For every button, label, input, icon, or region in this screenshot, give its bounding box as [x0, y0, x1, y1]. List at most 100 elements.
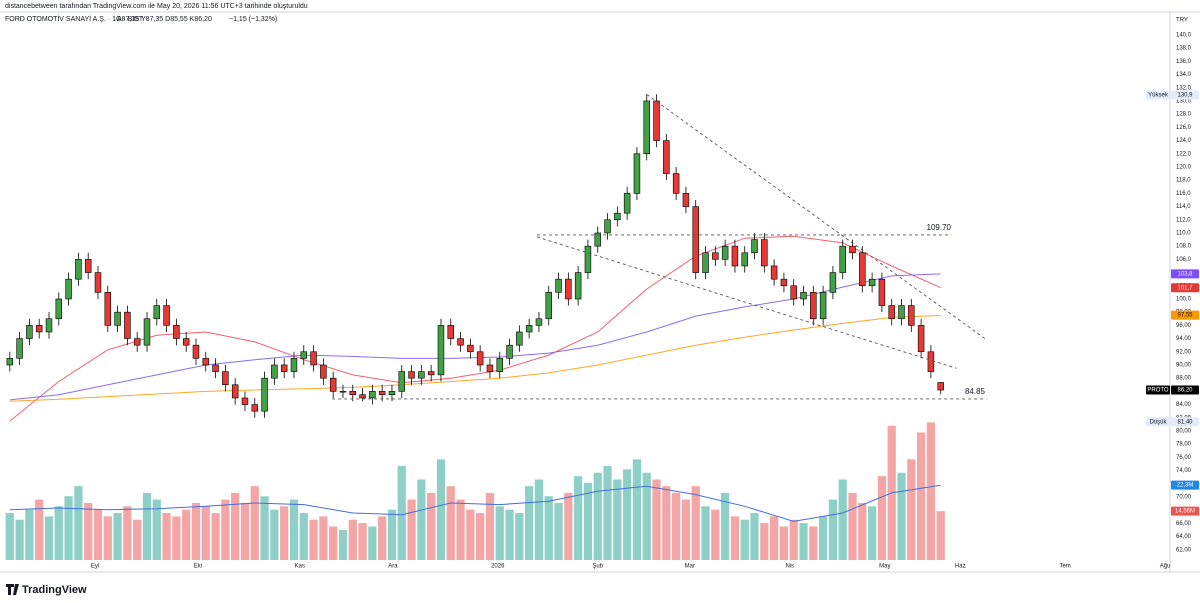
volume-bar — [574, 476, 583, 560]
badge-tag-bg — [1146, 385, 1170, 395]
candle-body — [163, 305, 170, 326]
volume-bar — [485, 492, 495, 560]
candle-body — [359, 394, 366, 399]
candle-body — [437, 325, 445, 376]
badge-tag-bg — [1146, 417, 1170, 427]
symbol: FORD OTOMOTİV SANAYİ A.Ş. · 1G · BIST — [5, 14, 144, 23]
volume-bar — [554, 502, 563, 560]
price-badge-label: 103,8 — [1177, 271, 1193, 277]
candle-body — [614, 212, 621, 221]
candle-body — [241, 397, 249, 405]
volume-bar — [809, 526, 818, 560]
badge-tag: Düşük — [1149, 419, 1167, 425]
candle-body — [271, 364, 278, 379]
candle-body — [290, 358, 298, 372]
candle-body — [810, 292, 817, 320]
y-tick-label: 116,0 — [1176, 191, 1191, 197]
volume-bar — [289, 499, 299, 560]
volume-bar — [201, 506, 210, 560]
x-tick-label: Eki — [194, 564, 202, 570]
y-tick-label: 78,00 — [1176, 442, 1192, 448]
candle-body — [633, 153, 641, 194]
candle-body — [496, 358, 503, 372]
volume-bar — [544, 496, 553, 560]
annotation: 109.70 — [927, 223, 952, 232]
volume-bar — [270, 509, 279, 560]
candle-body — [65, 278, 72, 300]
volume-bar — [926, 422, 936, 560]
candle-body — [251, 404, 259, 412]
volume-bar — [632, 459, 642, 560]
volume-bar — [387, 509, 397, 560]
volume-bar — [642, 472, 651, 560]
volume-bar — [515, 513, 524, 560]
candle-body — [574, 272, 582, 300]
candle-body — [643, 100, 650, 155]
candle-body — [663, 140, 670, 174]
y-tick-label: 130,0 — [1176, 99, 1192, 105]
candle-body — [770, 265, 778, 280]
candle-body — [6, 358, 14, 366]
volume-bar — [368, 526, 377, 560]
volume-bar — [221, 499, 230, 560]
candle-body — [124, 311, 131, 339]
candle-body — [819, 292, 827, 320]
price-badge-label: 22,3M — [1177, 483, 1194, 489]
candle-body — [369, 391, 376, 399]
volume-bar — [280, 506, 289, 560]
candle-body — [545, 292, 552, 320]
y-tick-label: 114,0 — [1176, 204, 1191, 210]
candle-body — [388, 391, 396, 395]
candle-body — [506, 344, 513, 359]
candle-body — [280, 364, 288, 372]
volume-bar — [770, 516, 779, 560]
price-badge-label: 101,7 — [1177, 285, 1193, 291]
volume-bar — [740, 519, 749, 560]
volume-bar — [93, 509, 103, 560]
x-tick-label: Ara — [388, 564, 398, 570]
candle-body — [261, 377, 268, 412]
volume-bar — [525, 486, 534, 560]
volume-bar — [54, 506, 63, 560]
volume-bar — [456, 499, 465, 560]
y-tick-label: 132,0 — [1176, 85, 1192, 91]
moving-average — [9, 484, 941, 522]
candle-body — [408, 371, 415, 379]
volume-bar — [916, 432, 926, 560]
volume-bar — [142, 492, 152, 560]
volume-bar — [231, 492, 240, 560]
volume-bar — [907, 459, 916, 560]
candle-body — [878, 278, 886, 306]
volume-bar — [299, 513, 308, 560]
volume-bar — [858, 502, 867, 560]
volume-bar — [74, 486, 83, 560]
volume-bar — [466, 509, 475, 560]
candle-body — [565, 278, 572, 300]
y-tick-label: 128,0 — [1176, 112, 1192, 118]
candle-body — [173, 325, 180, 339]
credit: distancebetween tarafından TradingView.c… — [5, 3, 308, 10]
volume-bar — [564, 492, 573, 560]
moving-average — [9, 273, 941, 401]
volume-bar — [172, 516, 181, 560]
y-tick-label: 108,0 — [1176, 244, 1192, 250]
volume-bar — [730, 516, 740, 560]
y-tick-label: 134,0 — [1176, 72, 1192, 78]
volume-bar — [495, 506, 504, 560]
candle-body — [555, 278, 562, 293]
candle-body — [55, 298, 63, 320]
price-badge-label: 86,20 — [1177, 388, 1193, 394]
candle-body — [329, 377, 337, 392]
candle-body — [800, 292, 807, 300]
volume-bar — [152, 499, 161, 560]
price-badge-label: 97,55 — [1177, 313, 1193, 319]
volume-bar — [534, 479, 544, 560]
candle-body — [212, 364, 219, 372]
y-tick-label: 66,00 — [1176, 521, 1192, 527]
candle-body — [516, 331, 523, 346]
candle-body — [418, 371, 425, 379]
price-badge — [1171, 417, 1199, 427]
candle-body — [780, 278, 788, 287]
volume-bar — [5, 513, 14, 560]
